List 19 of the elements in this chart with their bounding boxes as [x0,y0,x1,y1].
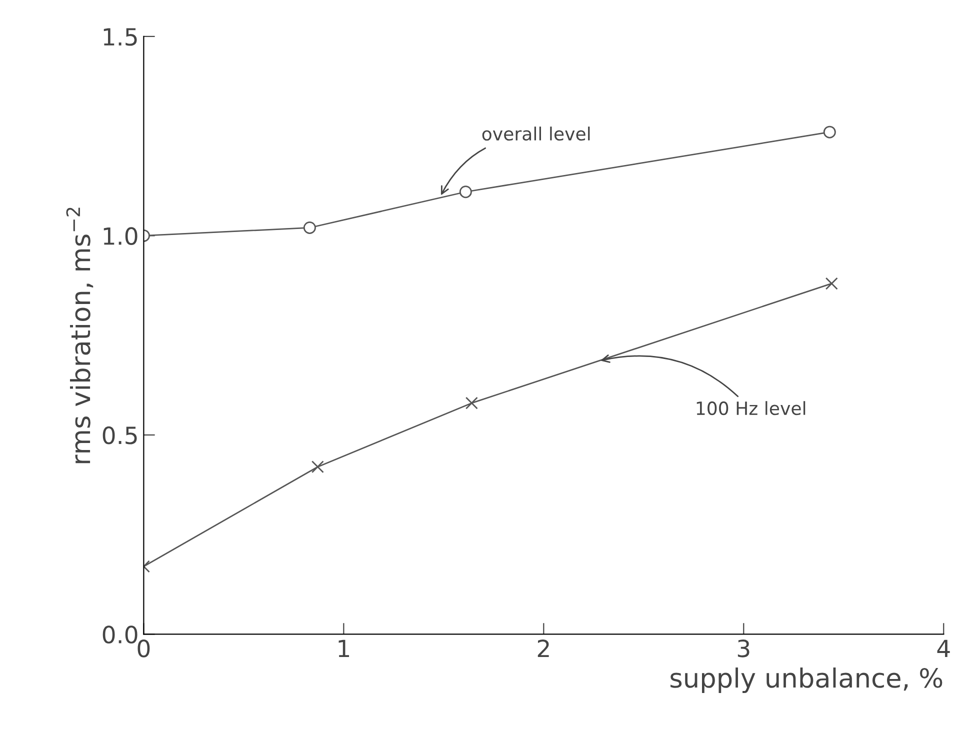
y-tick-label: 1.5 [104,28,137,46]
x-axis-title: supply unbalance, % [670,668,942,694]
point [465,396,478,410]
point [825,277,838,290]
x-tick-label: 3 [738,640,750,658]
y-tick-label: 1.0 [104,227,138,246]
x-tick-label: 0 [138,640,150,658]
point [303,221,316,234]
point [459,186,472,198]
point [823,126,836,138]
annotation: 100 Hz level [696,401,806,416]
point [311,460,324,474]
x-tick-label: 4 [937,640,950,658]
y-tick-label: 0.5 [102,426,137,444]
x-tick-label: 2 [538,640,549,658]
annotation: overall level [482,126,590,141]
y-axis-title: rms vibration, ms$^{−2}$ [66,208,94,464]
x-tick-label: 1 [338,640,350,658]
y-tick-label: 0.0 [102,626,138,644]
